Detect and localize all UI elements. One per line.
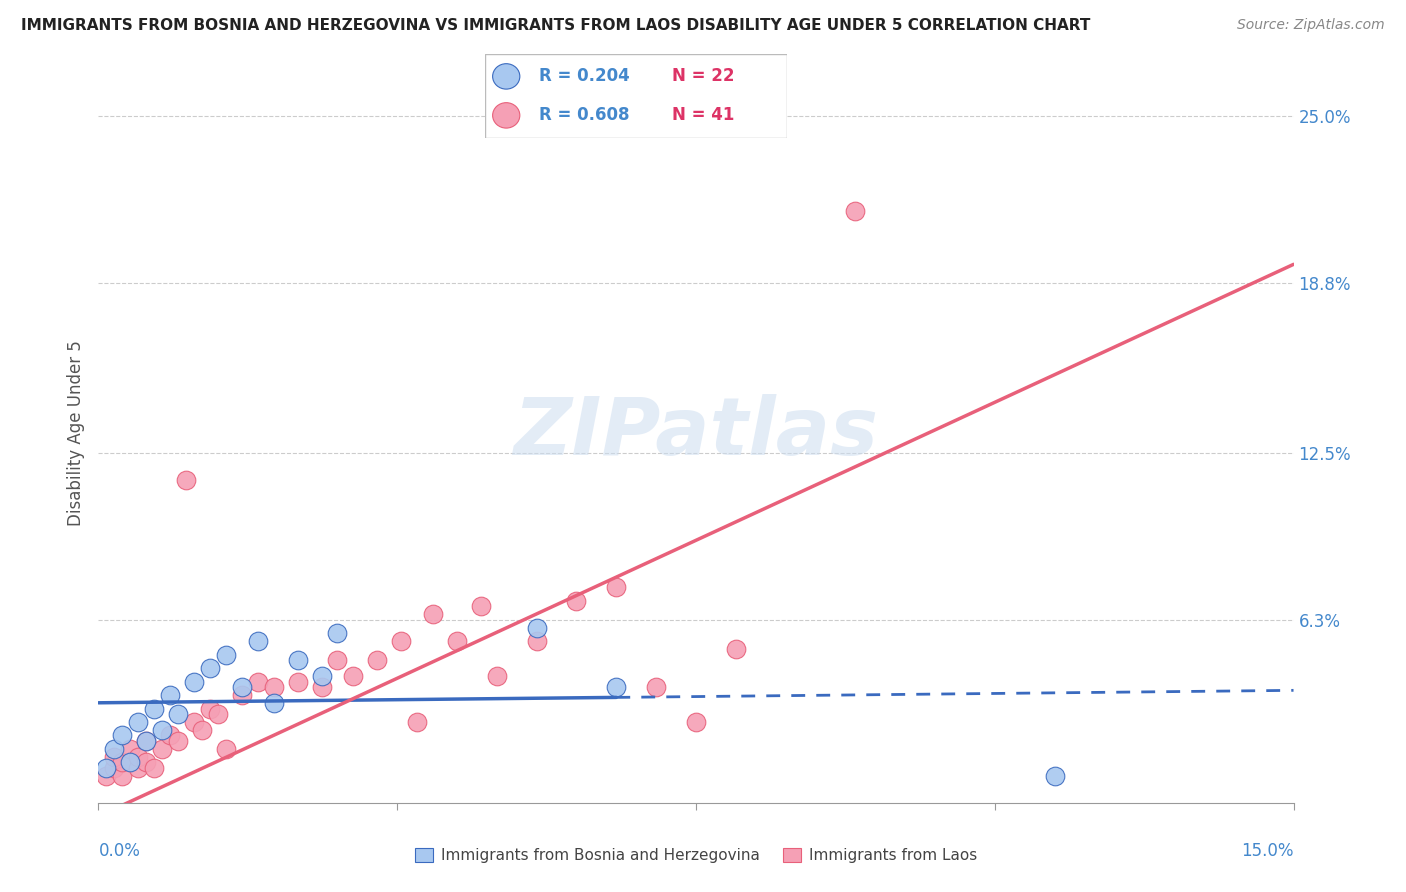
Point <box>263 680 285 694</box>
Text: R = 0.204: R = 0.204 <box>540 68 630 86</box>
Point <box>446 634 468 648</box>
Point <box>120 756 142 770</box>
Point <box>159 729 181 743</box>
Point <box>103 750 125 764</box>
Point <box>287 674 309 689</box>
Text: N = 41: N = 41 <box>672 106 735 124</box>
Point <box>263 696 285 710</box>
Point <box>198 701 221 715</box>
Point <box>111 729 134 743</box>
Point <box>470 599 492 614</box>
Ellipse shape <box>492 63 520 89</box>
Point <box>150 742 173 756</box>
Point <box>167 734 190 748</box>
Point <box>103 761 125 775</box>
Point <box>685 714 707 729</box>
Point <box>103 742 125 756</box>
Point <box>326 626 349 640</box>
Point <box>135 756 157 770</box>
FancyBboxPatch shape <box>485 54 787 138</box>
Point <box>96 761 118 775</box>
Text: Source: ZipAtlas.com: Source: ZipAtlas.com <box>1237 18 1385 32</box>
Ellipse shape <box>492 103 520 128</box>
Point <box>135 734 157 748</box>
Point <box>605 680 627 694</box>
Point <box>231 680 253 694</box>
Point <box>724 642 747 657</box>
Point <box>565 594 588 608</box>
Point <box>135 734 157 748</box>
Point <box>246 634 269 648</box>
Point <box>215 742 238 756</box>
Point <box>127 714 149 729</box>
Point <box>485 669 508 683</box>
Y-axis label: Disability Age Under 5: Disability Age Under 5 <box>66 340 84 525</box>
Point <box>111 769 134 783</box>
Point <box>143 761 166 775</box>
Text: 15.0%: 15.0% <box>1241 842 1294 860</box>
Point <box>311 680 333 694</box>
Point <box>311 669 333 683</box>
Point <box>366 653 388 667</box>
Text: N = 22: N = 22 <box>672 68 735 86</box>
Point <box>526 621 548 635</box>
Point <box>159 688 181 702</box>
Point <box>174 473 197 487</box>
Point <box>1043 769 1066 783</box>
Point <box>198 661 221 675</box>
Point <box>183 714 205 729</box>
Point <box>422 607 444 622</box>
Point <box>127 750 149 764</box>
Point <box>167 706 190 721</box>
Point <box>191 723 214 738</box>
Point <box>844 203 866 218</box>
Point <box>605 581 627 595</box>
Point <box>127 761 149 775</box>
Text: 0.0%: 0.0% <box>98 842 141 860</box>
Point <box>215 648 238 662</box>
Point <box>246 674 269 689</box>
Point <box>120 742 142 756</box>
Point <box>326 653 349 667</box>
Point <box>207 706 229 721</box>
Point <box>645 680 668 694</box>
Point <box>287 653 309 667</box>
Point <box>406 714 429 729</box>
Text: IMMIGRANTS FROM BOSNIA AND HERZEGOVINA VS IMMIGRANTS FROM LAOS DISABILITY AGE UN: IMMIGRANTS FROM BOSNIA AND HERZEGOVINA V… <box>21 18 1091 33</box>
Point <box>143 701 166 715</box>
Legend: Immigrants from Bosnia and Herzegovina, Immigrants from Laos: Immigrants from Bosnia and Herzegovina, … <box>409 842 983 869</box>
Point <box>183 674 205 689</box>
Point <box>96 769 118 783</box>
Point <box>526 634 548 648</box>
Point <box>342 669 364 683</box>
Text: ZIPatlas: ZIPatlas <box>513 393 879 472</box>
Point <box>231 688 253 702</box>
Point <box>150 723 173 738</box>
Point <box>389 634 412 648</box>
Point <box>111 756 134 770</box>
Text: R = 0.608: R = 0.608 <box>540 106 630 124</box>
